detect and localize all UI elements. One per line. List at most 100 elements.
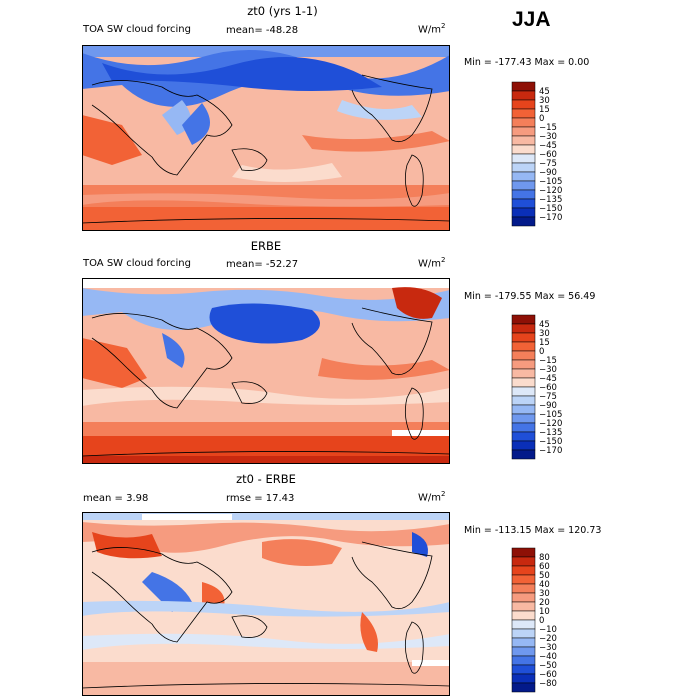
colorbar-swatch [511,646,536,657]
colorbar-tick-label: 10 [539,607,550,617]
colorbar-swatch [511,628,536,639]
panel-3-min-max: Min = -113.15 Max = 120.73 [464,525,602,536]
colorbar-swatch [511,556,536,567]
colorbar-swatch [511,565,536,576]
colorbar-tick-label: −60 [539,383,557,393]
colorbar-tick-label: 20 [539,598,550,608]
colorbar-tick-label: 50 [539,571,550,581]
colorbar-swatch [511,404,536,415]
panel-1-mean: mean= -48.28 [226,25,299,36]
colorbar-tick-label: 40 [539,580,550,590]
colorbar-swatch [511,440,536,451]
colorbar-tick-label: 30 [539,329,550,339]
panel-1-map [82,45,450,231]
colorbar-swatch [511,547,536,558]
panel-2-units: W/m2 [418,256,446,270]
colorbar-swatch [511,341,536,352]
colorbar-tick-label: 80 [539,553,550,563]
panel-2-min-max: Min = -179.55 Max = 56.49 [464,291,596,302]
colorbar-tick-label: −20 [539,634,557,644]
colorbar-swatch [511,673,536,684]
colorbar-tick-label: −120 [539,419,562,429]
colorbar-tick-label: −120 [539,186,562,196]
colorbar-swatch [511,664,536,675]
colorbar-swatch [511,413,536,424]
colorbar-tick-label: 0 [539,114,544,124]
colorbar-swatch [511,431,536,442]
colorbar-swatch [511,574,536,585]
colorbar-tick-label: −90 [539,168,557,178]
colorbar-tick-label: −10 [539,625,557,635]
panel-1-colorbar: 4530150−15−30−45−60−75−90−105−120−135−15… [511,81,562,227]
panel-2-title: ERBE [250,239,282,253]
colorbar-tick-label: 30 [539,589,550,599]
colorbar-tick-label: −60 [539,150,557,160]
colorbar-swatch [511,350,536,361]
colorbar-swatch [511,162,536,173]
colorbar-tick-label: 15 [539,105,550,115]
colorbar-swatch [511,637,536,648]
colorbar-tick-label: 0 [539,347,544,357]
panel-2-map [82,278,450,464]
colorbar-swatch [511,422,536,433]
colorbar-swatch [511,117,536,128]
panel-2-mean: mean= -52.27 [226,259,299,270]
colorbar-swatch [511,314,536,325]
colorbar-tick-label: 45 [539,320,550,330]
colorbar-swatch [511,216,536,227]
colorbar-tick-label: −30 [539,132,557,142]
colorbar-tick-label: −105 [539,177,562,187]
colorbar-tick-label: −170 [539,213,562,223]
colorbar-swatch [511,601,536,612]
colorbar-tick-label: −45 [539,141,557,151]
colorbar-tick-label: −50 [539,661,557,671]
panel-1-field-label: TOA SW cloud forcing [83,24,191,35]
panel-3-map [82,512,450,696]
colorbar-swatch [511,198,536,209]
colorbar-tick-label: −75 [539,159,557,169]
colorbar-tick-label: −170 [539,446,562,456]
colorbar-swatch [511,359,536,370]
colorbar-swatch [511,323,536,334]
panel-1-title: zt0 (yrs 1-1) [247,4,318,18]
colorbar-tick-label: 45 [539,87,550,97]
colorbar-swatch [511,377,536,388]
colorbar-swatch [511,108,536,119]
colorbar-swatch [511,610,536,621]
colorbar-swatch [511,368,536,379]
colorbar-swatch [511,619,536,630]
colorbar-tick-label: −105 [539,410,562,420]
colorbar-tick-label: −75 [539,392,557,402]
colorbar-tick-label: −15 [539,123,557,133]
colorbar-swatch [511,449,536,460]
colorbar-tick-label: −135 [539,195,562,205]
colorbar-swatch [511,386,536,397]
colorbar-tick-label: −80 [539,679,557,689]
colorbar-tick-label: −45 [539,374,557,384]
colorbar-tick-label: −30 [539,365,557,375]
colorbar-swatch [511,135,536,146]
season-label: JJA [512,8,551,31]
colorbar-tick-label: −30 [539,643,557,653]
colorbar-tick-label: 0 [539,616,544,626]
colorbar-swatch [511,144,536,155]
colorbar-swatch [511,153,536,164]
panel-3-units: W/m2 [418,490,446,504]
colorbar-tick-label: −150 [539,204,562,214]
colorbar-tick-label: −60 [539,670,557,680]
panel-2-colorbar: 4530150−15−30−45−60−75−90−105−120−135−15… [511,314,562,460]
colorbar-swatch [511,583,536,594]
colorbar-tick-label: 60 [539,562,550,572]
panel-1-min-max: Min = -177.43 Max = 0.00 [464,57,590,68]
panel-2-field-label: TOA SW cloud forcing [83,258,191,269]
colorbar-swatch [511,99,536,110]
colorbar-swatch [511,332,536,343]
colorbar-tick-label: −15 [539,356,557,366]
colorbar-swatch [511,682,536,693]
colorbar-swatch [511,189,536,200]
colorbar-swatch [511,81,536,92]
colorbar-tick-label: −90 [539,401,557,411]
colorbar-swatch [511,207,536,218]
colorbar-swatch [511,171,536,182]
